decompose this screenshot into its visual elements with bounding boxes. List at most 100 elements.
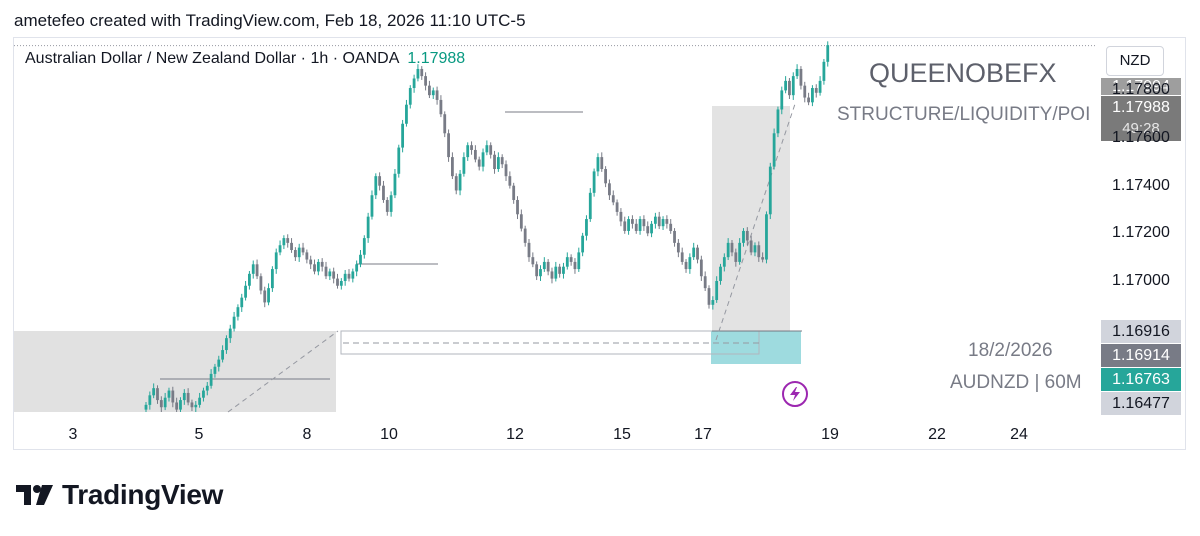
candle-body — [328, 271, 332, 277]
candle-body — [286, 238, 290, 243]
candle-body — [799, 68, 803, 86]
tradingview-logo-icon — [16, 485, 53, 505]
candle-body — [251, 264, 255, 274]
x-axis-tick-label: 24 — [1010, 426, 1028, 443]
candle-body — [259, 276, 263, 291]
candle-body — [332, 271, 336, 279]
x-axis-tick-label: 8 — [303, 426, 312, 443]
candle-body — [489, 145, 493, 155]
candle-body — [592, 171, 596, 193]
x-axis-tick-label: 12 — [506, 426, 524, 443]
candle-body — [225, 338, 228, 351]
candle-body — [324, 266, 328, 277]
candle-body — [470, 145, 473, 150]
candle-body — [397, 147, 401, 174]
candle-body — [221, 350, 224, 360]
tradingview-logo[interactable]: TradingView — [16, 478, 223, 512]
chart-credit: ametefeo created with TradingView.com, F… — [14, 11, 526, 30]
lightning-glyph — [790, 387, 800, 401]
currency-button[interactable]: NZD — [1106, 46, 1164, 76]
candle-body — [665, 219, 669, 224]
symbol-header: Australian Dollar / New Zealand Dollar ·… — [25, 50, 465, 68]
candle-body — [431, 90, 435, 96]
candle-body — [297, 247, 301, 258]
candle-body — [382, 185, 385, 200]
candle-body — [780, 90, 784, 110]
candle-body — [554, 266, 558, 279]
poi-zone-teal — [711, 331, 801, 364]
candle-body — [523, 228, 527, 243]
candle-body — [244, 285, 247, 298]
candle-body — [500, 157, 504, 165]
candle-body — [742, 230, 745, 243]
candle-body — [653, 216, 657, 224]
candle-body — [462, 157, 466, 174]
candle-body — [351, 271, 355, 279]
candle-body — [435, 90, 439, 100]
candle-body — [454, 176, 458, 191]
candle-body — [699, 259, 703, 277]
price-tag-level-4: 1.16477 — [1101, 392, 1181, 415]
candle-body — [355, 264, 359, 272]
candle-body — [726, 242, 730, 258]
candle-body — [301, 247, 305, 253]
candle-body — [473, 149, 477, 160]
candle-body — [148, 395, 152, 405]
candle-body — [270, 269, 274, 289]
candle-body — [650, 223, 653, 234]
candle-body — [320, 261, 324, 267]
y-axis-tick-label: 1.17800 — [1112, 81, 1170, 99]
candle-body — [248, 273, 251, 286]
candle-body — [542, 261, 546, 270]
candle-body — [504, 164, 508, 177]
candle-body — [535, 264, 539, 277]
candle-body — [734, 252, 738, 262]
candle-body — [347, 273, 351, 279]
candle-body — [516, 199, 519, 215]
candle-body — [156, 388, 159, 401]
lightning-icon[interactable] — [782, 381, 808, 407]
candles-group — [144, 41, 830, 412]
candle-body — [738, 242, 742, 262]
candle-body — [393, 173, 397, 196]
candle-body — [179, 400, 182, 410]
price-tag-level-1: 1.16916 — [1101, 320, 1181, 343]
candle-body — [362, 238, 366, 255]
candle-body — [615, 202, 619, 212]
candle-body — [493, 154, 496, 170]
candle-body — [642, 219, 646, 227]
candle-body — [458, 173, 462, 191]
candle-body — [274, 252, 278, 270]
candle-body — [715, 280, 719, 301]
candle-body — [772, 133, 776, 167]
candle-body — [290, 242, 293, 251]
candle-body — [167, 390, 171, 398]
candle-body — [531, 257, 535, 265]
y-axis-tick-label: 1.17400 — [1112, 176, 1170, 194]
candle-body — [784, 80, 788, 91]
x-axis-tick-label: 22 — [928, 426, 946, 443]
candle-body — [359, 254, 362, 265]
price-tag-level-2: 1.16914 — [1101, 344, 1181, 367]
candle-body — [646, 226, 650, 234]
candle-body — [638, 219, 642, 231]
countdown-label: 49:28 — [1122, 120, 1160, 137]
candle-body — [585, 219, 588, 236]
candle-body — [198, 397, 202, 405]
candle-body — [546, 261, 550, 272]
candle-body — [550, 271, 554, 279]
y-axis-tick-label: 1.17000 — [1112, 271, 1170, 289]
candle-body — [608, 183, 611, 196]
candle-body — [519, 214, 523, 229]
candle-body — [757, 245, 761, 258]
candle-body — [378, 176, 382, 186]
candle-body — [343, 273, 347, 281]
analysis-subtitle: STRUCTURE/LIQUIDITY/POI — [837, 104, 1091, 125]
trend-line-right — [715, 103, 796, 341]
candle-body — [205, 385, 209, 391]
candle-body — [803, 85, 807, 98]
candle-body — [826, 45, 830, 62]
candle-body — [416, 68, 420, 79]
candle-body — [730, 242, 734, 253]
